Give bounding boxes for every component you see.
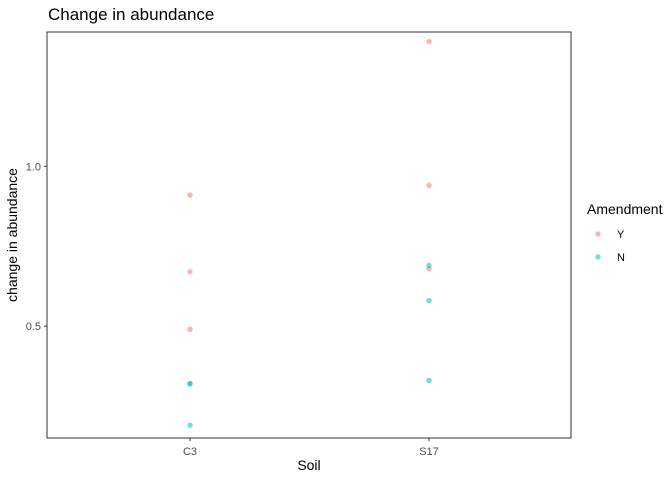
x-axis: C3 S17 (183, 438, 439, 458)
data-point-n (426, 262, 432, 269)
data-point-y (426, 182, 432, 189)
data-point-y (187, 326, 193, 333)
data-point-y (187, 192, 193, 198)
data-point-n (187, 380, 193, 387)
y-axis: 0.5 1.0 (26, 161, 47, 333)
legend-title: Amendment (587, 201, 663, 217)
legend-key-n (595, 254, 601, 260)
data-point-n (426, 377, 432, 384)
y-tick-label: 1.0 (26, 161, 41, 173)
legend: Amendment YN (587, 201, 663, 264)
plot-panel (46, 31, 572, 439)
chart-title: Change in abundance (48, 5, 214, 24)
legend-key-y (595, 231, 601, 237)
x-axis-title: Soil (297, 457, 320, 473)
x-tick-label: S17 (419, 446, 439, 458)
legend-label-n: N (617, 252, 625, 264)
y-axis-title: change in abundance (4, 168, 20, 302)
data-point-y (187, 269, 193, 275)
legend-label-y: Y (617, 229, 625, 241)
y-tick-label: 0.5 (26, 321, 41, 333)
data-point-n (187, 422, 193, 428)
data-point-n (426, 297, 432, 304)
x-tick-label: C3 (183, 446, 197, 458)
data-point-y (426, 38, 432, 45)
data-points (187, 38, 432, 428)
